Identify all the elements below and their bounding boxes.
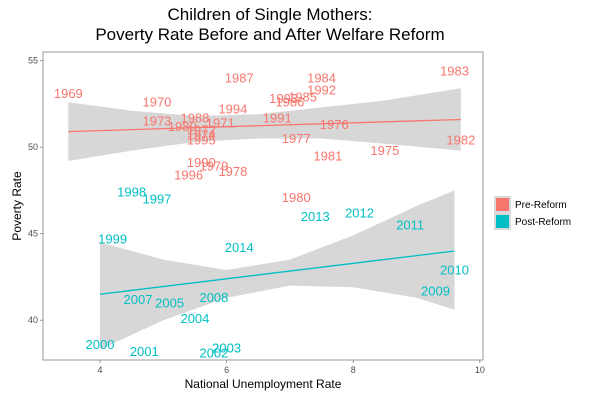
point-label-1993: 1993 (269, 91, 298, 106)
point-label-1982: 1982 (446, 133, 475, 148)
point-label-1977: 1977 (282, 131, 311, 146)
legend-label-pre-reform: Pre-Reform (515, 200, 567, 211)
point-label-1989: 1989 (168, 119, 197, 134)
point-label-1996: 1996 (174, 167, 203, 182)
legend: Pre-Reform Post-Reform (494, 196, 571, 230)
point-label-1998: 1998 (117, 185, 146, 200)
legend-key-pre-reform-swatch (496, 198, 509, 211)
point-label-1992: 1992 (307, 83, 336, 98)
chart-title-line-1: Children of Single Mothers: (167, 5, 372, 24)
y-axis-title: Poverty Rate (10, 171, 24, 241)
point-label-1970: 1970 (142, 95, 171, 110)
point-label-2004: 2004 (180, 311, 209, 326)
y-tick-label: 50 (28, 142, 38, 152)
point-label-1983: 1983 (440, 64, 469, 79)
trend-lines (68, 118, 461, 295)
plot-panel-border (42, 51, 484, 361)
point-label-2000: 2000 (86, 337, 115, 352)
point-label-1988: 1988 (180, 110, 209, 125)
point-label-1995: 1995 (187, 133, 216, 148)
point-label-2009: 2009 (421, 283, 450, 298)
x-tick-label: 8 (351, 365, 356, 375)
y-tick-label: 45 (28, 229, 38, 239)
point-label-1972: 1972 (187, 122, 216, 137)
point-label-1971: 1971 (206, 115, 235, 130)
point-label-1990: 1990 (187, 155, 216, 170)
trend-line-pre-reform (68, 118, 461, 133)
x-axis-ticks: 4 6 8 10 (97, 360, 485, 375)
point-label-1981: 1981 (313, 148, 342, 163)
point-label-2001: 2001 (130, 344, 159, 359)
point-label-2011: 2011 (396, 218, 424, 233)
x-tick-label: 4 (97, 365, 102, 375)
point-label-1994: 1994 (218, 102, 247, 117)
point-label-1974: 1974 (187, 128, 216, 143)
point-label-2003: 2003 (212, 340, 241, 355)
x-tick-label: 10 (475, 365, 485, 375)
y-tick-label: 40 (28, 315, 38, 325)
point-label-1986: 1986 (275, 95, 304, 110)
y-tick-label: 55 (28, 56, 38, 66)
point-label-1979: 1979 (199, 159, 228, 174)
point-label-1980: 1980 (282, 190, 311, 205)
point-label-1987: 1987 (225, 70, 254, 85)
confidence-band-post-reform (100, 190, 455, 350)
point-label-1975: 1975 (370, 143, 399, 158)
point-label-1984: 1984 (307, 70, 336, 85)
point-label-1978: 1978 (218, 164, 247, 179)
point-label-2010: 2010 (440, 263, 469, 278)
legend-item-post-reform: Post-Reform (494, 213, 571, 230)
legend-key-post-reform-swatch (496, 215, 509, 228)
point-label-2013: 2013 (301, 209, 330, 224)
point-label-1985: 1985 (288, 89, 317, 104)
point-label-1973: 1973 (142, 114, 171, 129)
point-label-2012: 2012 (345, 205, 374, 220)
legend-label-post-reform: Post-Reform (515, 217, 571, 228)
point-label-2002: 2002 (199, 346, 228, 361)
chart-title-line-2: Poverty Rate Before and After Welfare Re… (95, 25, 444, 44)
legend-item-pre-reform: Pre-Reform (494, 196, 567, 213)
point-label-2014: 2014 (225, 240, 254, 255)
point-label-2007: 2007 (124, 292, 153, 307)
point-label-2005: 2005 (155, 295, 184, 310)
x-tick-label: 6 (224, 365, 229, 375)
point-label-1969: 1969 (54, 86, 83, 101)
confidence-band-pre-reform (68, 88, 461, 161)
trend-line-post-reform (99, 250, 455, 295)
point-label-1991: 1991 (263, 110, 292, 125)
point-label-1997: 1997 (142, 192, 171, 207)
x-axis-title: National Unemployment Rate (185, 377, 342, 391)
confidence-bands (68, 88, 461, 350)
y-axis-ticks: 40 45 50 55 (28, 56, 43, 325)
point-label-1976: 1976 (320, 117, 349, 132)
point-label-2008: 2008 (199, 290, 228, 305)
point-label-1999: 1999 (98, 231, 127, 246)
